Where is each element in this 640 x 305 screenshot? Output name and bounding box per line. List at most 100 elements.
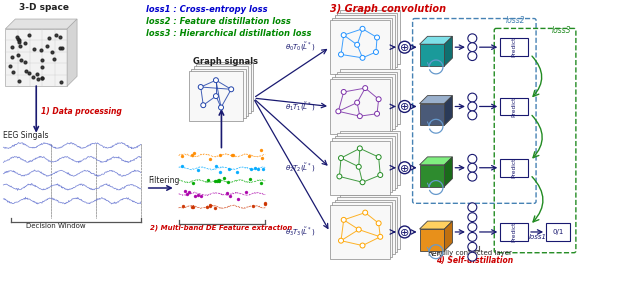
Circle shape bbox=[360, 56, 365, 60]
Circle shape bbox=[360, 26, 365, 31]
Point bbox=[196, 194, 206, 199]
Bar bbox=[332, 138, 392, 192]
Point bbox=[177, 163, 188, 168]
Point bbox=[232, 169, 242, 174]
Circle shape bbox=[376, 221, 381, 226]
Point bbox=[7, 55, 17, 60]
Circle shape bbox=[214, 78, 218, 83]
Circle shape bbox=[376, 97, 381, 102]
Polygon shape bbox=[420, 157, 452, 165]
Text: Predict: Predict bbox=[511, 158, 516, 178]
Point bbox=[13, 37, 23, 41]
Bar bbox=[337, 13, 397, 67]
Circle shape bbox=[198, 84, 204, 89]
Point bbox=[211, 163, 221, 168]
Point bbox=[36, 48, 46, 53]
Bar bbox=[337, 197, 397, 252]
Bar bbox=[500, 223, 528, 241]
Point bbox=[20, 69, 31, 74]
Circle shape bbox=[355, 42, 360, 47]
Circle shape bbox=[468, 213, 477, 222]
Point bbox=[205, 156, 215, 161]
Point bbox=[36, 64, 47, 69]
Bar bbox=[337, 72, 397, 126]
Point bbox=[15, 57, 26, 62]
Bar bbox=[500, 159, 528, 177]
Circle shape bbox=[374, 49, 378, 55]
Text: $\theta_0 T_0(\tilde{L}^*)$: $\theta_0 T_0(\tilde{L}^*)$ bbox=[285, 41, 316, 53]
Bar bbox=[335, 15, 395, 70]
Circle shape bbox=[468, 203, 477, 212]
Point bbox=[189, 151, 199, 156]
Point bbox=[55, 45, 65, 50]
Bar bbox=[420, 44, 444, 66]
Point bbox=[190, 193, 200, 198]
Circle shape bbox=[228, 87, 234, 92]
Point bbox=[5, 63, 15, 68]
Circle shape bbox=[339, 156, 344, 160]
Text: loss1: loss1 bbox=[529, 234, 547, 240]
Point bbox=[260, 201, 270, 206]
Circle shape bbox=[336, 109, 341, 114]
Point bbox=[28, 75, 38, 80]
Polygon shape bbox=[444, 36, 452, 66]
Bar bbox=[193, 66, 248, 116]
Point bbox=[20, 60, 30, 65]
Polygon shape bbox=[444, 157, 452, 187]
Circle shape bbox=[468, 172, 477, 181]
Text: $\theta_1 T_1(\tilde{L}^*)$: $\theta_1 T_1(\tilde{L}^*)$ bbox=[285, 100, 316, 113]
Circle shape bbox=[399, 226, 411, 238]
Point bbox=[243, 154, 253, 159]
Circle shape bbox=[374, 111, 380, 116]
Point bbox=[24, 70, 35, 75]
Point bbox=[215, 152, 225, 157]
Circle shape bbox=[214, 94, 218, 99]
Text: 0/1: 0/1 bbox=[552, 229, 564, 235]
Circle shape bbox=[399, 162, 411, 174]
Point bbox=[223, 180, 234, 185]
Text: 4) Self-distillation: 4) Self-distillation bbox=[436, 256, 513, 265]
Text: Predict: Predict bbox=[511, 37, 516, 57]
Polygon shape bbox=[444, 95, 452, 125]
Point bbox=[246, 167, 256, 171]
Polygon shape bbox=[420, 36, 452, 44]
Point bbox=[219, 176, 229, 181]
Bar bbox=[198, 62, 253, 111]
Point bbox=[214, 177, 224, 182]
Circle shape bbox=[201, 103, 205, 108]
Point bbox=[14, 78, 24, 83]
Point bbox=[205, 203, 215, 208]
Point bbox=[227, 152, 237, 157]
Point bbox=[193, 192, 203, 197]
Text: Decision Window: Decision Window bbox=[26, 223, 86, 228]
Circle shape bbox=[356, 164, 361, 169]
Bar bbox=[332, 18, 392, 72]
Point bbox=[188, 205, 198, 210]
Point bbox=[233, 196, 243, 201]
Point bbox=[210, 178, 220, 183]
Circle shape bbox=[468, 252, 477, 261]
Point bbox=[210, 206, 220, 211]
Point bbox=[29, 46, 39, 51]
Bar bbox=[546, 223, 570, 241]
Point bbox=[260, 202, 270, 207]
Point bbox=[250, 166, 260, 170]
Polygon shape bbox=[420, 95, 452, 103]
Circle shape bbox=[399, 101, 411, 113]
Point bbox=[56, 79, 67, 84]
Point bbox=[182, 192, 192, 196]
Circle shape bbox=[399, 41, 411, 53]
Circle shape bbox=[378, 234, 383, 239]
Polygon shape bbox=[67, 19, 77, 86]
Point bbox=[180, 189, 190, 194]
Circle shape bbox=[378, 173, 383, 178]
Text: loss1 : Cross-entropy loss: loss1 : Cross-entropy loss bbox=[146, 5, 268, 14]
Circle shape bbox=[341, 217, 346, 222]
Circle shape bbox=[468, 232, 477, 241]
Text: 3-D space: 3-D space bbox=[19, 3, 69, 12]
Text: $\oplus$: $\oplus$ bbox=[399, 42, 410, 53]
Circle shape bbox=[468, 34, 477, 43]
Point bbox=[12, 35, 22, 40]
Point bbox=[187, 152, 197, 157]
Text: 2) Multi-band DE Feature extraction: 2) Multi-band DE Feature extraction bbox=[150, 224, 292, 231]
